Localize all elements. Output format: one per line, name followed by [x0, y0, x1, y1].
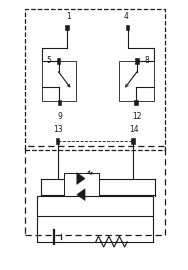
Text: 4: 4	[123, 12, 128, 21]
Polygon shape	[77, 189, 85, 201]
Bar	[119, 61, 154, 101]
Bar	[25, 9, 165, 150]
Bar	[42, 61, 76, 101]
Bar	[131, 138, 135, 144]
Bar	[65, 25, 69, 30]
Text: 12: 12	[132, 112, 142, 122]
Bar	[57, 58, 60, 64]
Bar	[56, 138, 59, 144]
Bar	[135, 58, 139, 64]
Text: 14: 14	[129, 125, 139, 134]
Bar	[126, 25, 130, 30]
Text: 8: 8	[144, 56, 149, 65]
Text: 13: 13	[54, 125, 63, 134]
Bar	[37, 196, 153, 215]
Bar	[58, 100, 61, 105]
Bar	[64, 173, 99, 196]
Text: 9: 9	[58, 112, 63, 122]
Polygon shape	[77, 173, 85, 184]
Text: 5: 5	[46, 56, 51, 65]
Bar	[134, 100, 138, 105]
Bar	[25, 146, 165, 235]
Text: 1: 1	[66, 12, 71, 21]
